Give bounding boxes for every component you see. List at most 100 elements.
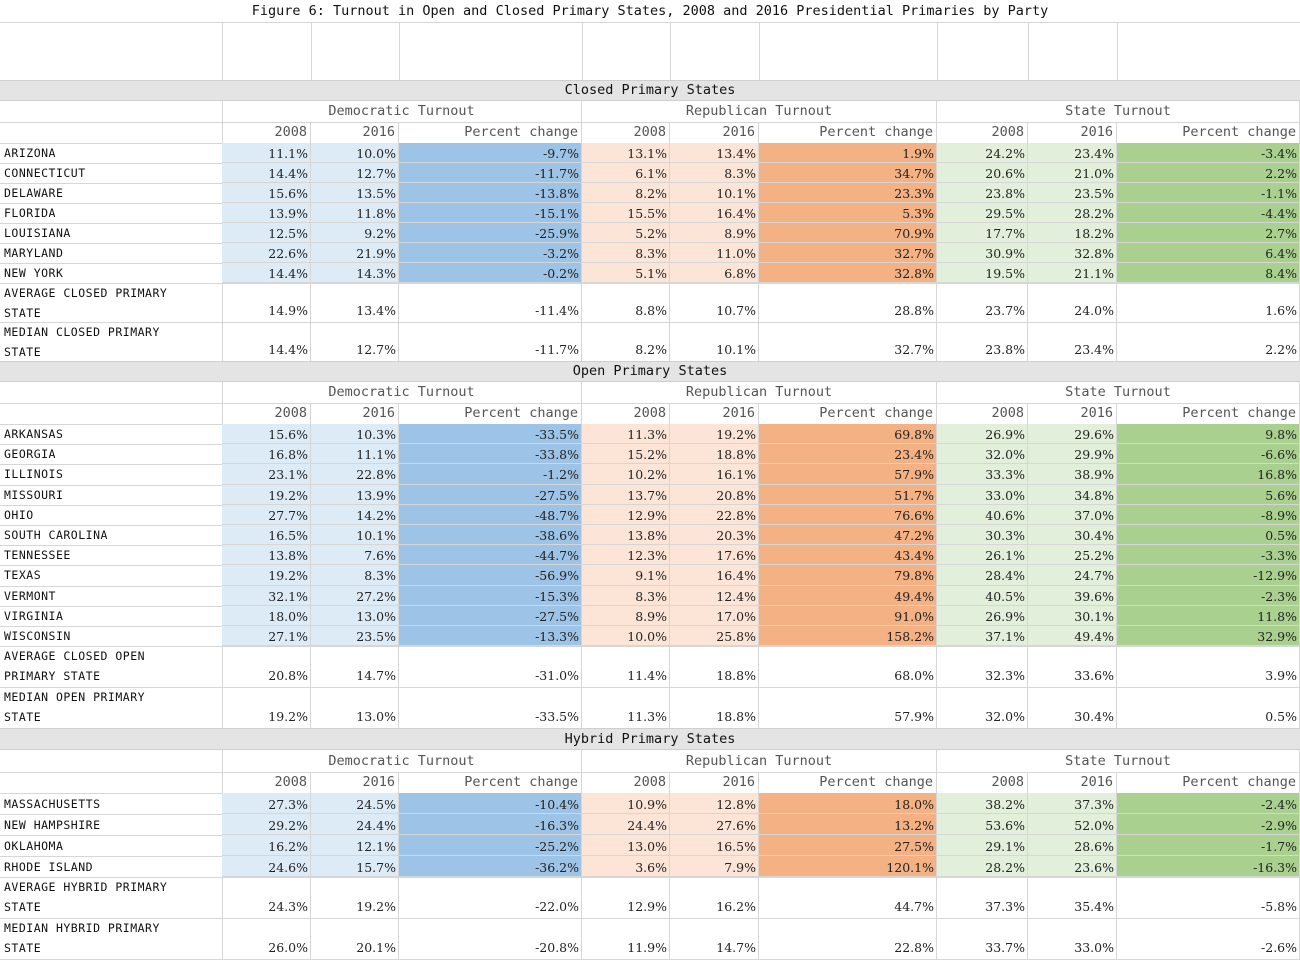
dem-2016-cell[interactable]: 12.1% [311,835,399,856]
state-pct-change-cell[interactable]: 11.8% [1117,605,1300,626]
rep-pct-change-cell[interactable]: 27.5% [759,835,937,856]
state-2008-cell[interactable]: 40.6% [937,504,1028,525]
dem-2016-cell[interactable]: 24.4% [311,814,399,835]
dem-2008-cell[interactable]: 16.8% [222,444,311,465]
rep-2016-summary-cell[interactable]: 10.1% [670,322,759,361]
state-pct-change-cell[interactable]: -2.3% [1117,585,1300,606]
dem-2008-cell[interactable]: 16.5% [222,525,311,546]
dem-pct-change-cell[interactable]: -48.7% [399,504,582,525]
dem-2008-summary-cell[interactable]: 14.4% [222,322,311,361]
state-2008-summary-cell[interactable]: 23.7% [937,283,1028,322]
state-2008-cell[interactable]: 33.0% [937,484,1028,505]
dem-pct-change-cell[interactable]: -13.8% [399,183,582,203]
dem-2016-cell[interactable]: 27.2% [311,585,399,606]
rep-pct-change-summary-cell[interactable]: 57.9% [759,687,937,728]
dem-2008-summary-cell[interactable]: 14.9% [222,283,311,322]
state-2008-cell[interactable]: 23.8% [937,183,1028,203]
rep-2008-cell[interactable]: 12.3% [582,545,670,566]
rep-2016-cell[interactable]: 7.9% [670,856,759,877]
state-2008-cell[interactable]: 19.5% [937,263,1028,283]
state-2016-cell[interactable]: 34.8% [1028,484,1117,505]
rep-2016-cell[interactable]: 19.2% [670,424,759,445]
state-pct-change-summary-cell[interactable]: 2.2% [1117,322,1300,361]
state-2016-cell[interactable]: 32.8% [1028,243,1117,263]
state-2016-summary-cell[interactable]: 33.6% [1028,646,1117,687]
dem-2008-cell[interactable]: 24.6% [222,856,311,877]
state-2008-cell[interactable]: 30.3% [937,525,1028,546]
state-pct-change-cell[interactable]: -3.3% [1117,545,1300,566]
rep-2016-summary-cell[interactable]: 18.8% [670,687,759,728]
dem-pct-change-cell[interactable]: -16.3% [399,814,582,835]
state-2016-cell[interactable]: 29.9% [1028,444,1117,465]
dem-pct-change-cell[interactable]: -13.3% [399,626,582,647]
rep-2016-cell[interactable]: 20.3% [670,525,759,546]
dem-2016-summary-cell[interactable]: 14.7% [311,646,399,687]
dem-pct-change-cell[interactable]: -15.1% [399,203,582,223]
state-2008-cell[interactable]: 20.6% [937,163,1028,183]
rep-2008-summary-cell[interactable]: 12.9% [582,877,670,918]
state-pct-change-cell[interactable]: -6.6% [1117,444,1300,465]
state-2016-cell[interactable]: 18.2% [1028,223,1117,243]
state-2008-cell[interactable]: 38.2% [937,793,1028,814]
dem-2016-cell[interactable]: 13.0% [311,605,399,626]
rep-pct-change-cell[interactable]: 79.8% [759,565,937,586]
rep-2016-cell[interactable]: 18.8% [670,444,759,465]
state-2016-summary-cell[interactable]: 23.4% [1028,322,1117,361]
rep-2016-cell[interactable]: 20.8% [670,484,759,505]
rep-2016-cell[interactable]: 22.8% [670,504,759,525]
dem-2016-cell[interactable]: 12.7% [311,163,399,183]
state-2008-summary-cell[interactable]: 23.8% [937,322,1028,361]
dem-2016-cell[interactable]: 22.8% [311,464,399,485]
rep-pct-change-cell[interactable]: 18.0% [759,793,937,814]
rep-2016-cell[interactable]: 13.4% [670,143,759,163]
rep-2008-cell[interactable]: 13.7% [582,484,670,505]
dem-2008-cell[interactable]: 32.1% [222,585,311,606]
dem-2016-cell[interactable]: 14.3% [311,263,399,283]
dem-2016-cell[interactable]: 8.3% [311,565,399,586]
rep-2016-cell[interactable]: 27.6% [670,814,759,835]
dem-2008-summary-cell[interactable]: 24.3% [222,877,311,918]
rep-pct-change-summary-cell[interactable]: 44.7% [759,877,937,918]
dem-2008-cell[interactable]: 14.4% [222,263,311,283]
dem-2016-cell[interactable]: 24.5% [311,793,399,814]
rep-pct-change-summary-cell[interactable]: 28.8% [759,283,937,322]
rep-2016-cell[interactable]: 8.3% [670,163,759,183]
state-2016-cell[interactable]: 37.0% [1028,504,1117,525]
rep-pct-change-cell[interactable]: 13.2% [759,814,937,835]
dem-pct-change-cell[interactable]: -3.2% [399,243,582,263]
rep-2008-cell[interactable]: 3.6% [582,856,670,877]
dem-2008-summary-cell[interactable]: 20.8% [222,646,311,687]
state-2016-cell[interactable]: 38.9% [1028,464,1117,485]
rep-2008-cell[interactable]: 5.2% [582,223,670,243]
state-2016-summary-cell[interactable]: 24.0% [1028,283,1117,322]
rep-pct-change-cell[interactable]: 69.8% [759,424,937,445]
state-2016-cell[interactable]: 37.3% [1028,793,1117,814]
state-pct-change-cell[interactable]: -8.9% [1117,504,1300,525]
dem-pct-change-cell[interactable]: -15.3% [399,585,582,606]
dem-2008-cell[interactable]: 15.6% [222,183,311,203]
dem-pct-change-summary-cell[interactable]: -20.8% [399,918,582,959]
rep-2016-summary-cell[interactable]: 10.7% [670,283,759,322]
dem-pct-change-cell[interactable]: -27.5% [399,484,582,505]
state-2008-cell[interactable]: 32.0% [937,444,1028,465]
rep-2008-cell[interactable]: 6.1% [582,163,670,183]
rep-2008-summary-cell[interactable]: 8.2% [582,322,670,361]
state-pct-change-cell[interactable]: 32.9% [1117,626,1300,647]
dem-2008-cell[interactable]: 22.6% [222,243,311,263]
state-2016-cell[interactable]: 28.6% [1028,835,1117,856]
rep-pct-change-cell[interactable]: 49.4% [759,585,937,606]
dem-2016-summary-cell[interactable]: 13.4% [311,283,399,322]
rep-pct-change-cell[interactable]: 5.3% [759,203,937,223]
rep-2016-cell[interactable]: 16.5% [670,835,759,856]
state-2008-summary-cell[interactable]: 33.7% [937,918,1028,959]
rep-2008-cell[interactable]: 10.0% [582,626,670,647]
rep-2008-summary-cell[interactable]: 8.8% [582,283,670,322]
dem-pct-change-cell[interactable]: -25.2% [399,835,582,856]
state-pct-change-cell[interactable]: -2.4% [1117,793,1300,814]
state-2016-cell[interactable]: 23.5% [1028,183,1117,203]
state-pct-change-cell[interactable]: 16.8% [1117,464,1300,485]
state-pct-change-summary-cell[interactable]: -2.6% [1117,918,1300,959]
rep-2008-summary-cell[interactable]: 11.9% [582,918,670,959]
dem-pct-change-summary-cell[interactable]: -11.7% [399,322,582,361]
